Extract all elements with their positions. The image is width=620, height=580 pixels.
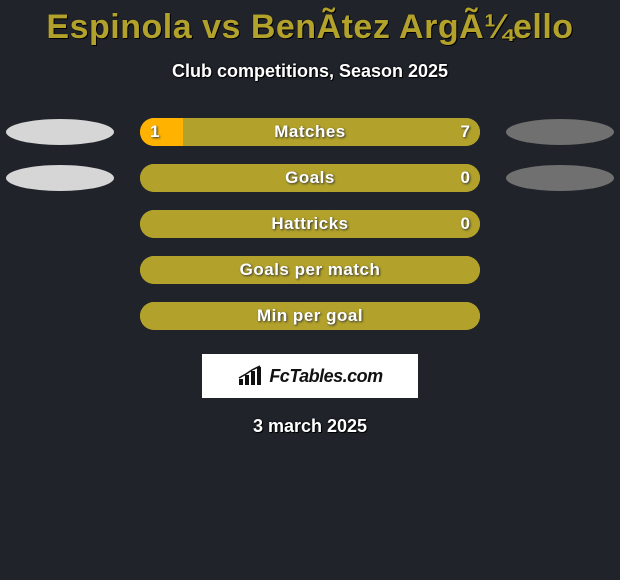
date-label: 3 march 2025 xyxy=(0,416,620,437)
player-left-ellipse xyxy=(6,165,114,191)
stat-row: 0Goals xyxy=(0,164,620,192)
page-subtitle: Club competitions, Season 2025 xyxy=(0,61,620,82)
stat-label: Goals per match xyxy=(140,256,480,284)
stat-bar: 0Goals xyxy=(140,164,480,192)
stats-container: 17Matches 0Goals 0Hattricks Goals per match… xyxy=(0,118,620,330)
stat-label: Hattricks xyxy=(140,210,480,238)
stat-bar: Min per goal xyxy=(140,302,480,330)
logo-box: FcTables.com xyxy=(202,354,418,398)
stat-row: Goals per match xyxy=(0,256,620,284)
stat-label: Goals xyxy=(140,164,480,192)
stat-row: Min per goal xyxy=(0,302,620,330)
stat-bar: 17Matches xyxy=(140,118,480,146)
stat-bar: Goals per match xyxy=(140,256,480,284)
logo: FcTables.com xyxy=(237,365,382,387)
logo-text: FcTables.com xyxy=(269,366,382,387)
stat-bar: 0Hattricks xyxy=(140,210,480,238)
comparison-infographic: Espinola vs BenÃ­tez ArgÃ¼ello Club comp… xyxy=(0,0,620,580)
logo-bars-icon xyxy=(237,365,265,387)
stat-label: Min per goal xyxy=(140,302,480,330)
player-left-ellipse xyxy=(6,119,114,145)
player-right-ellipse xyxy=(506,119,614,145)
stat-label: Matches xyxy=(140,118,480,146)
player-right-ellipse xyxy=(506,165,614,191)
stat-row: 0Hattricks xyxy=(0,210,620,238)
stat-row: 17Matches xyxy=(0,118,620,146)
page-title: Espinola vs BenÃ­tez ArgÃ¼ello xyxy=(0,8,620,47)
